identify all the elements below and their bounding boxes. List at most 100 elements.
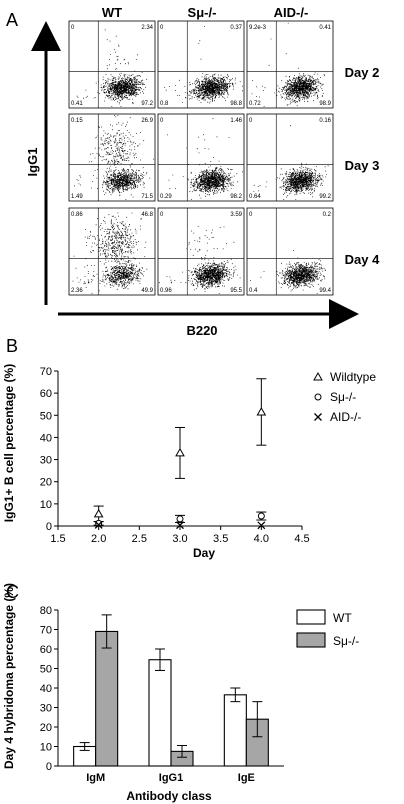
flow-dots bbox=[164, 26, 243, 104]
legend-entry: AID-/- bbox=[314, 410, 361, 424]
quadrant-lr-value: 97.2 bbox=[141, 101, 153, 107]
quadrant-lr-value: 71.5 bbox=[141, 194, 153, 200]
y-tick-label: 0 bbox=[46, 761, 52, 773]
panel-c-plot-area: 0 10 20 30 40 50 60 70 80 IgM IgG1 IgE WT Sμ-/- bbox=[40, 605, 360, 784]
quadrant-ll-value: 0.8 bbox=[160, 101, 169, 107]
quadrant-ur-value: 46.8 bbox=[141, 212, 153, 218]
legend-label: Sμ-/- bbox=[333, 634, 359, 648]
flow-plot: 0 1.46 0.29 98.2 bbox=[157, 113, 245, 202]
legend-entry: WT bbox=[296, 609, 352, 625]
quadrant-ll-value: 0.64 bbox=[249, 194, 261, 200]
quadrant-ur-value: 0.41 bbox=[319, 25, 331, 31]
row-label-day4: Day 4 bbox=[345, 252, 380, 267]
legend-marker bbox=[314, 393, 322, 401]
data-point bbox=[175, 447, 185, 457]
category-label: IgG1 bbox=[159, 772, 183, 784]
bar bbox=[223, 694, 247, 767]
col-header-aid: AID-/- bbox=[274, 5, 309, 20]
row-label-day3: Day 3 bbox=[345, 158, 380, 173]
col-header-smu: Sμ-/- bbox=[188, 5, 217, 20]
y-tick-label: 60 bbox=[40, 644, 52, 656]
panel-b-label: B bbox=[6, 336, 18, 356]
b220-axis-label: B220 bbox=[186, 323, 217, 338]
flow-plot-frame bbox=[246, 20, 334, 109]
x-tick-label: 4.0 bbox=[254, 533, 269, 545]
x-tick-label: 3.0 bbox=[172, 533, 187, 545]
data-point bbox=[94, 520, 103, 529]
legend-entry: Sμ-/- bbox=[314, 390, 356, 404]
y-tick-label: 50 bbox=[40, 664, 52, 676]
y-tick-label: 10 bbox=[40, 742, 52, 754]
quadrant-ul-value: 0 bbox=[160, 212, 164, 218]
quadrant-lr-value: 98.9 bbox=[319, 101, 331, 107]
panel-a-flow-cytometry: A WT Sμ-/- AID-/- Day 2 Day 3 Day 4 IgG1… bbox=[6, 5, 380, 338]
quadrant-lr-value: 95.5 bbox=[230, 288, 242, 294]
legend-marker bbox=[313, 371, 323, 381]
series-0 bbox=[93, 378, 267, 523]
panel-b-plot-area: 0 10 20 30 40 50 60 70 1.5 2.0 2.5 3.0 3.5 4.0 4.5 Wild… bbox=[40, 366, 377, 545]
category-label: IgE bbox=[238, 772, 255, 784]
quadrant-lr-value: 49.9 bbox=[141, 288, 153, 294]
flow-dots bbox=[250, 250, 326, 294]
flow-plot: 0.15 26.9 1.49 71.5 bbox=[68, 113, 156, 202]
y-tick-label: 0 bbox=[46, 521, 52, 533]
panel-c-ylabel: Day 4 hybridoma percentage (%) bbox=[2, 583, 16, 769]
flow-plot: 0 3.59 0.96 95.5 bbox=[157, 207, 245, 296]
flow-plot: 0 2.34 0.41 97.2 bbox=[68, 20, 156, 109]
flow-plot-frame bbox=[68, 113, 156, 202]
y-tick-label: 60 bbox=[40, 388, 52, 400]
igg1-axis-label: IgG1 bbox=[25, 148, 40, 177]
flow-plot: 0 0.2 0.4 99.4 bbox=[246, 207, 334, 296]
flow-dots bbox=[253, 125, 329, 200]
bar bbox=[148, 659, 172, 767]
flow-plot: 0 0.37 0.8 98.8 bbox=[157, 20, 245, 109]
quadrant-ul-value: 9.2e-3 bbox=[249, 25, 267, 31]
quadrant-ul-value: 0.15 bbox=[71, 118, 83, 124]
flow-plot: 0.86 46.8 2.36 49.9 bbox=[68, 207, 156, 296]
quadrant-ur-value: 26.9 bbox=[141, 118, 153, 124]
quadrant-lr-value: 98.8 bbox=[230, 101, 242, 107]
panel-c-xlabel: Antibody class bbox=[126, 789, 212, 803]
legend-label: Sμ-/- bbox=[330, 390, 356, 404]
flow-plot-frame bbox=[157, 113, 245, 202]
quadrant-ur-value: 0.37 bbox=[230, 25, 242, 31]
legend-label: AID-/- bbox=[330, 410, 361, 424]
category-label: IgM bbox=[86, 772, 105, 784]
flow-plot-frame bbox=[157, 207, 245, 296]
data-point bbox=[176, 515, 184, 523]
y-tick-label: 10 bbox=[40, 499, 52, 511]
flow-plot: 9.2e-3 0.41 0.72 98.9 bbox=[246, 20, 334, 109]
panel-c-label: C bbox=[6, 582, 19, 602]
y-tick-label: 70 bbox=[40, 366, 52, 378]
y-tick-label: 40 bbox=[40, 683, 52, 695]
y-tick-label: 30 bbox=[40, 703, 52, 715]
data-point bbox=[176, 521, 184, 530]
x-tick-label: 3.5 bbox=[213, 533, 228, 545]
legend-swatch bbox=[296, 632, 326, 648]
flow-plot-grid: 0 2.340.41 97.20 0.370.8 98.89.2e-3 0.410.72 9… bbox=[68, 20, 334, 296]
data-point bbox=[257, 512, 265, 520]
data-point bbox=[256, 406, 267, 416]
quadrant-lr-value: 99.2 bbox=[319, 194, 331, 200]
flow-dots bbox=[74, 115, 154, 200]
col-header-wt: WT bbox=[102, 5, 122, 20]
quadrant-ll-value: 0.29 bbox=[160, 194, 172, 200]
panel-b-chart: B IgG1+ B cell percentage (%) Day 0 10 20 3… bbox=[2, 336, 376, 560]
panel-b-ylabel: IgG1+ B cell percentage (%) bbox=[2, 364, 16, 522]
y-tick-label: 40 bbox=[40, 432, 52, 444]
quadrant-ul-value: 0 bbox=[249, 118, 253, 124]
y-tick-label: 50 bbox=[40, 410, 52, 422]
quadrant-ll-value: 0.72 bbox=[249, 101, 261, 107]
quadrant-ll-value: 2.36 bbox=[71, 288, 83, 294]
legend-label: Wildtype bbox=[330, 370, 376, 384]
quadrant-ur-value: 1.46 bbox=[230, 118, 242, 124]
bar bbox=[95, 630, 119, 767]
flow-dots bbox=[76, 29, 148, 107]
legend-entry: Wildtype bbox=[313, 370, 376, 384]
quadrant-ur-value: 3.59 bbox=[230, 212, 242, 218]
row-label-day2: Day 2 bbox=[345, 65, 380, 80]
flow-dots bbox=[251, 22, 325, 107]
legend-entry: Sμ-/- bbox=[296, 632, 359, 648]
quadrant-lr-value: 98.2 bbox=[230, 194, 242, 200]
